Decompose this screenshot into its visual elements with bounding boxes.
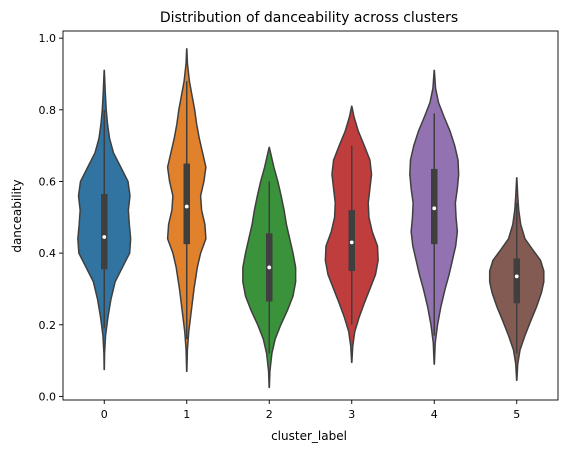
median-dot-cluster-1 [184, 204, 189, 209]
y-tick-label: 0.6 [39, 175, 57, 188]
x-tick-label: 1 [183, 408, 190, 421]
y-axis-title: danceability [10, 179, 24, 252]
plot-area: 0.0 0.2 0.4 0.6 0.8 1.0 0 1 2 3 4 5 [39, 30, 559, 421]
plot-frame [62, 30, 559, 401]
median-dot-cluster-0 [102, 235, 107, 239]
x-tick-label: 5 [513, 408, 520, 421]
median-dot-cluster-3 [349, 240, 354, 245]
median-dot-cluster-5 [514, 274, 519, 279]
iqr-box-cluster-5 [513, 258, 520, 304]
y-tick-label: 0.0 [39, 390, 57, 403]
y-tick-label: 0.4 [39, 247, 57, 260]
y-tick-label: 0.2 [39, 319, 57, 332]
y-tick-label: 0.8 [39, 104, 57, 117]
iqr-box-cluster-1 [183, 163, 190, 245]
x-tick-label: 3 [348, 408, 355, 421]
x-axis-title: cluster_label [271, 429, 347, 443]
iqr-box-cluster-0 [101, 194, 108, 270]
median-dot-cluster-2 [267, 265, 272, 270]
x-tick-label: 0 [101, 408, 108, 421]
chart-title: Distribution of danceability across clus… [160, 10, 458, 26]
x-tick-label: 4 [431, 408, 438, 421]
median-dot-cluster-4 [432, 206, 437, 211]
y-tick-label: 1.0 [39, 32, 57, 45]
x-tick-label: 2 [266, 408, 273, 421]
